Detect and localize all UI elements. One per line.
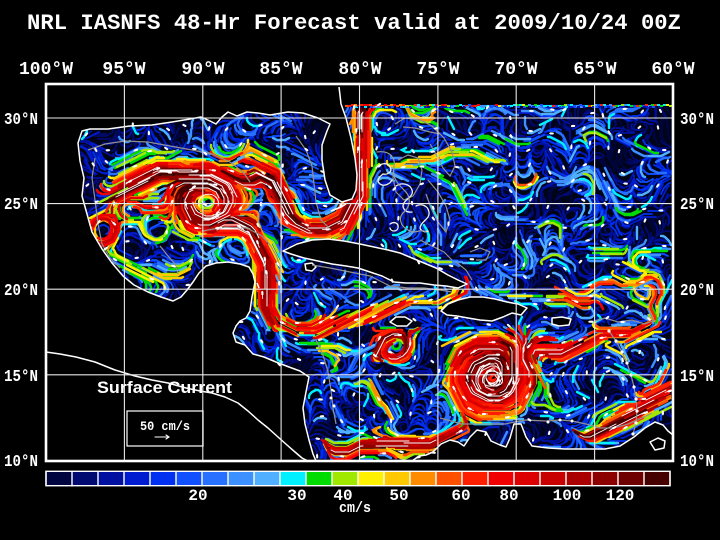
svg-text:20°N: 20°N [680, 282, 714, 301]
svg-text:100: 100 [553, 487, 582, 505]
svg-text:15°N: 15°N [680, 368, 714, 387]
svg-text:Surface Current: Surface Current [97, 378, 232, 397]
svg-text:40: 40 [333, 487, 352, 505]
svg-text:NRL IASNFS 48-Hr Forecast val: NRL IASNFS 48-Hr Forecast valid at 2009/… [27, 11, 681, 36]
svg-text:25°N: 25°N [4, 196, 38, 215]
svg-text:15°N: 15°N [4, 368, 38, 387]
svg-text:30: 30 [287, 487, 306, 505]
svg-text:25°N: 25°N [680, 196, 714, 215]
svg-text:90°W: 90°W [181, 60, 224, 80]
svg-text:20°N: 20°N [4, 282, 38, 301]
svg-text:60: 60 [451, 487, 470, 505]
svg-text:50 cm/s: 50 cm/s [140, 419, 190, 434]
svg-text:cm/s: cm/s [339, 500, 371, 517]
svg-text:70°W: 70°W [494, 60, 537, 80]
svg-text:65°W: 65°W [573, 60, 616, 80]
svg-text:100°W: 100°W [19, 60, 73, 80]
svg-text:95°W: 95°W [102, 60, 145, 80]
svg-text:50: 50 [389, 487, 408, 505]
svg-text:60°W: 60°W [651, 60, 694, 80]
svg-text:75°W: 75°W [416, 60, 459, 80]
svg-text:30°N: 30°N [680, 111, 714, 130]
svg-text:10°N: 10°N [4, 453, 38, 472]
svg-text:80°W: 80°W [338, 60, 381, 80]
svg-text:10°N: 10°N [680, 453, 714, 472]
svg-text:30°N: 30°N [4, 111, 38, 130]
svg-text:85°W: 85°W [259, 60, 302, 80]
svg-text:20: 20 [188, 487, 207, 505]
svg-text:120: 120 [606, 487, 635, 505]
svg-text:80: 80 [499, 487, 518, 505]
